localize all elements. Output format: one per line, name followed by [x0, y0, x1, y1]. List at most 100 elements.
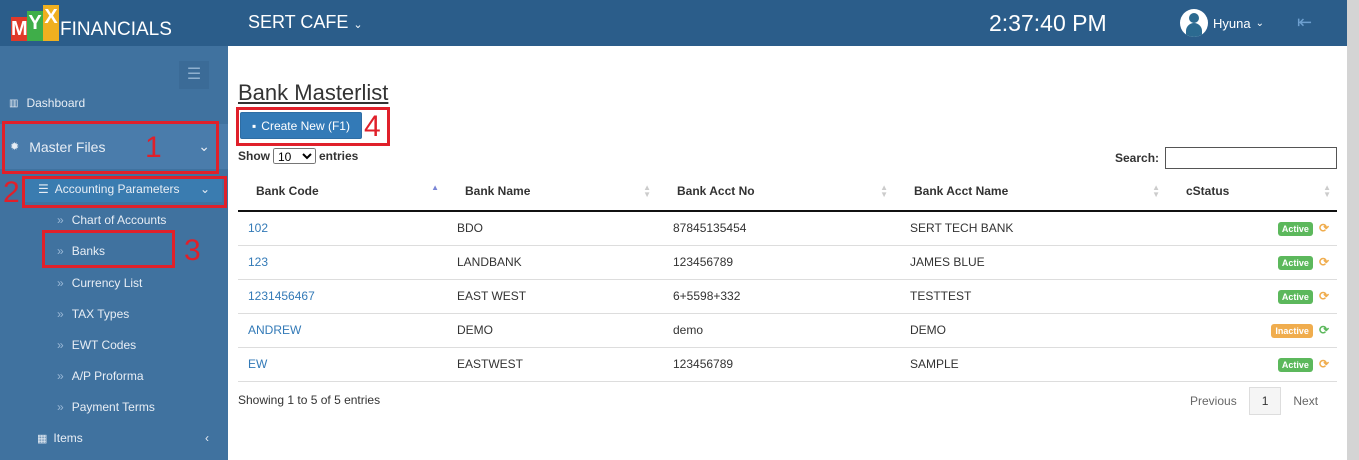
sidebar-item-payment-terms[interactable]: » Payment Terms — [57, 400, 285, 414]
column-label: Bank Name — [465, 184, 531, 198]
create-new-button[interactable]: ▪ Create New (F1) — [240, 112, 362, 139]
sort-icon: ▲ — [431, 183, 439, 192]
double-chevron-icon: » — [57, 213, 64, 227]
sidebar-item-ewt-codes[interactable]: » EWT Codes — [57, 338, 285, 352]
bank-code-link[interactable]: ANDREW — [248, 323, 302, 337]
sidebar-item-items[interactable]: ▦ Items ‹ — [37, 431, 217, 445]
chevron-left-icon: ‹ — [205, 431, 209, 445]
sidebar-label: Items — [53, 431, 83, 445]
bank-acct-no: 87845135454 — [657, 211, 894, 246]
column-header[interactable]: Bank Name ▲ ▼ — [445, 172, 657, 212]
status-badge: Inactive — [1271, 323, 1313, 338]
menu-toggle-icon[interactable]: ☰ — [179, 61, 209, 89]
table-info: Showing 1 to 5 of 5 entries — [238, 393, 381, 407]
page-size-select[interactable]: 10 — [273, 148, 316, 164]
table-row[interactable]: ANDREW DEMO demo DEMO Inactive ⟳ — [238, 313, 1337, 348]
sidebar-label: Chart of Accounts — [71, 213, 167, 227]
sidebar-item-tax-types[interactable]: » TAX Types — [57, 307, 285, 321]
grid-icon: ▦ — [37, 432, 48, 445]
column-header[interactable]: Bank Code ▲ — [238, 172, 445, 212]
show-label: Show — [238, 149, 270, 163]
bank-code-link[interactable]: 102 — [248, 221, 269, 236]
sidebar-item-chart-of-accounts[interactable]: » Chart of Accounts — [57, 213, 285, 227]
table-row[interactable]: 102 BDO 87845135454 SERT TECH BANK Activ… — [238, 211, 1337, 246]
search-input[interactable] — [1165, 147, 1338, 169]
toggle-status-icon[interactable]: ⟳ — [1318, 288, 1329, 303]
logo-letter: X — [43, 5, 59, 41]
bank-name: EAST WEST — [445, 279, 657, 314]
annotation-box — [236, 107, 390, 146]
column-header[interactable]: Bank Acct Name ▲ ▼ — [894, 172, 1166, 212]
sidebar-label: Payment Terms — [71, 400, 155, 414]
bar-chart-icon: ▥ — [9, 97, 19, 109]
bank-name: EASTWEST — [445, 347, 657, 382]
next-button[interactable]: Next — [1293, 394, 1319, 408]
double-chevron-icon: » — [57, 400, 64, 414]
bank-table: Bank Code ▲ Bank Name ▲ ▼ Bank Acct No ▲ ▼ Bank … — [238, 172, 1337, 382]
column-header[interactable]: cStatus ▲ ▼ — [1166, 172, 1337, 212]
page-title: Bank Masterlist — [238, 80, 389, 105]
status-badge: Active — [1277, 357, 1313, 372]
sidebar-item-ap-proforma[interactable]: » A/P Proforma — [57, 369, 285, 383]
bank-acct-name: TESTTEST — [894, 279, 1166, 314]
column-label: Bank Acct No — [677, 184, 755, 198]
annotation-box — [42, 230, 175, 268]
bank-acct-no: 123456789 — [657, 347, 894, 382]
table-row[interactable]: 1231456467 EAST WEST 6+5598+332 TESTTEST… — [238, 279, 1337, 314]
logo-letter: M — [11, 17, 28, 41]
entries-label: entries — [319, 149, 359, 163]
chevron-down-icon: ⌄ — [1255, 17, 1264, 29]
bank-acct-name: SERT TECH BANK — [894, 211, 1166, 246]
sidebar-item-accounting-parameters[interactable]: ☰ Accounting Parameters ⌄ — [24, 176, 222, 202]
sidebar-item-master-files[interactable]: ✹ Master Files ⌄ — [0, 124, 228, 169]
search-label: Search: — [1115, 151, 1160, 165]
user-name: Hyuna — [1213, 15, 1251, 31]
sidebar-item-currency-list[interactable]: » Currency List — [57, 276, 285, 290]
user-menu[interactable]: Hyuna ⌄ — [1180, 9, 1264, 37]
bank-code-link[interactable]: 123 — [248, 255, 269, 269]
double-chevron-icon: » — [57, 244, 64, 258]
table-row[interactable]: 123 LANDBANK 123456789 JAMES BLUE Active… — [238, 245, 1337, 280]
toggle-status-icon[interactable]: ⟳ — [1318, 322, 1329, 337]
company-name: SERT CAFE — [248, 12, 349, 32]
sidebar-label: EWT Codes — [71, 338, 137, 352]
chevron-down-icon: ⌄ — [353, 19, 363, 31]
toggle-status-icon[interactable]: ⟳ — [1318, 356, 1329, 371]
annotation-box — [2, 121, 219, 174]
avatar — [1180, 9, 1208, 37]
top-bar: M Y X FINANCIALS SERT CAFE ⌄ 2:37:40 PM … — [0, 0, 1347, 46]
chevron-down-icon: ⌄ — [198, 138, 210, 154]
bank-code-link[interactable]: EW — [248, 357, 268, 371]
page-1-button[interactable]: 1 — [1248, 387, 1282, 415]
sidebar-item-banks[interactable]: » Banks — [57, 244, 285, 258]
bank-name: LANDBANK — [445, 245, 657, 280]
bank-acct-name: DEMO — [894, 313, 1166, 348]
logout-icon[interactable]: ⇤ — [1297, 12, 1313, 32]
sidebar-item-dashboard[interactable]: ▥ Dashboard — [9, 96, 237, 110]
search-control: Search: — [1115, 147, 1338, 169]
annotation-number: 2 — [3, 176, 20, 209]
previous-button[interactable]: Previous — [1190, 394, 1237, 408]
scrollbar[interactable] — [1347, 0, 1359, 460]
sidebar: ☰ ▥ Dashboard ✹ Master Files ⌄ ☰ Accounting … — [0, 46, 228, 460]
bank-name: DEMO — [445, 313, 657, 348]
toggle-status-icon[interactable]: ⟳ — [1318, 254, 1329, 269]
column-label: cStatus — [1186, 184, 1230, 198]
column-label: Bank Code — [256, 184, 319, 198]
sidebar-label: Dashboard — [26, 96, 86, 110]
status-badge: Active — [1277, 255, 1313, 270]
page-size-control: Show 10 entries — [238, 148, 358, 164]
annotation-number: 3 — [184, 234, 201, 267]
sidebar-label: Currency List — [71, 276, 143, 290]
list-icon: ☰ — [38, 182, 49, 196]
bank-code-link[interactable]: 1231456467 — [248, 289, 315, 303]
status-badge: Active — [1277, 221, 1313, 236]
company-selector[interactable]: SERT CAFE ⌄ — [248, 12, 363, 33]
status-badge: Active — [1277, 289, 1313, 304]
annotation-number: 1 — [145, 131, 162, 164]
bank-acct-name: SAMPLE — [894, 347, 1166, 382]
table-row[interactable]: EW EASTWEST 123456789 SAMPLE Active ⟳ — [238, 347, 1337, 382]
bank-name: BDO — [445, 211, 657, 246]
toggle-status-icon[interactable]: ⟳ — [1318, 220, 1329, 235]
column-header[interactable]: Bank Acct No ▲ ▼ — [657, 172, 894, 212]
